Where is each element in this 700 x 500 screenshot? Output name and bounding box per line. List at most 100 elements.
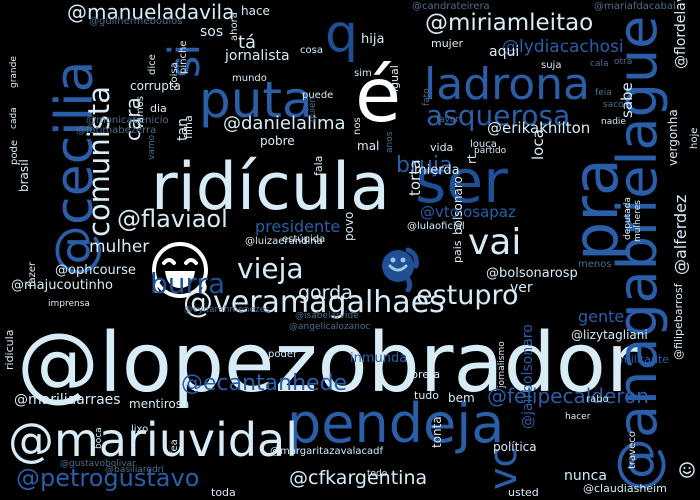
cloud-word: preta <box>411 368 441 381</box>
cloud-word: @lizytagliani <box>571 328 648 342</box>
cloud-word: hacer <box>565 412 591 422</box>
cloud-word: sim <box>354 68 372 79</box>
cloud-word: puta <box>199 71 313 129</box>
cloud-word: igual <box>388 65 401 92</box>
cloud-word: tan <box>175 118 191 141</box>
cloud-word: mundo <box>232 73 267 84</box>
cloud-word: fato <box>422 88 432 106</box>
cloud-word: vieja <box>237 252 304 285</box>
cloud-word: gorda <box>298 282 353 304</box>
cloud-word: dice <box>147 54 158 75</box>
cloud-word: fea <box>169 439 180 455</box>
cloud-word: corrupta <box>130 79 181 93</box>
cloud-word: fazer <box>27 261 38 287</box>
cloud-word: poder <box>268 349 298 360</box>
cloud-word: lixo <box>131 424 149 435</box>
cloud-word: fala <box>312 155 325 176</box>
cloud-word: @miriamleitao <box>425 10 594 36</box>
cloud-word: ladrona <box>424 59 591 110</box>
cloud-word: favor <box>436 115 460 125</box>
cloud-word: ahora <box>229 12 240 41</box>
cloud-word: estupro <box>416 280 519 311</box>
cloud-word: @lulaoficial <box>407 221 465 232</box>
cloud-word: @isabelarvide <box>295 311 359 321</box>
cloud-word: @candrateirera <box>412 1 490 12</box>
cloud-word: @cynarahmenezes <box>184 305 270 315</box>
cloud-word: vamos <box>135 95 146 129</box>
cloud-word: sos <box>200 24 224 40</box>
cloud-word: @mariuvidal <box>8 413 299 467</box>
cloud-word: @lydiacachosi <box>502 37 624 57</box>
cloud-word: rt <box>465 154 479 164</box>
cloud-word: @lopezobrador <box>17 316 640 411</box>
cloud-word: @ecantanhede <box>181 371 348 396</box>
cloud-word: pinche <box>178 40 189 74</box>
cloud-word: @vtolosapaz <box>420 203 516 221</box>
cloud-word: jornalismo <box>497 341 507 388</box>
cloud-word: gente <box>578 307 625 326</box>
cloud-word: vida <box>430 141 454 154</box>
cloud-word: ridicula <box>3 329 16 370</box>
cloud-word: @petrogustavo <box>16 464 200 492</box>
cloud-word: traveco <box>627 431 638 469</box>
cloud-word: feia <box>595 88 612 98</box>
smile-icon <box>679 462 695 478</box>
cloud-word: partido <box>474 146 507 156</box>
cloud-word: mujer <box>431 37 464 50</box>
cloud-word: cosa <box>300 45 323 56</box>
cloud-word: nadie <box>601 117 626 127</box>
cloud-word: saco <box>603 100 624 110</box>
cloud-word: militante <box>620 353 669 366</box>
cloud-word: todo <box>367 469 388 479</box>
cloud-word: ridícula <box>151 150 390 225</box>
cloud-word: bruja <box>396 153 453 178</box>
cloud-word: pendeja <box>287 392 505 455</box>
cloud-word: @erikakhilton <box>487 119 591 137</box>
cloud-word: imprensa <box>48 299 90 309</box>
cloud-word: bem <box>448 391 475 405</box>
cloud-word: louca <box>470 139 497 150</box>
cloud-word: @flaviaol <box>117 205 228 233</box>
cloud-word: política <box>493 440 537 454</box>
cloud-word: toda <box>211 486 236 499</box>
cloud-word: @felipecalderon <box>487 384 649 408</box>
cloud-word: otra <box>614 57 633 67</box>
cloud-word: @cfkargentina <box>289 467 428 489</box>
cloud-word: @jairbolsonaro <box>520 324 536 429</box>
cloud-word: loca <box>529 129 547 160</box>
cloud-word: hija <box>361 32 385 47</box>
cloud-word: @alferdez <box>671 194 690 275</box>
cloud-word: vergonha <box>666 109 680 166</box>
cloud-word: boca <box>94 427 104 449</box>
cloud-word: @manueladavila <box>67 0 235 24</box>
cloud-word: mal <box>357 139 380 153</box>
cloud-word: @claudiasheim <box>583 482 667 495</box>
cloud-word: rabo <box>586 394 609 405</box>
cloud-word: tonta <box>430 416 444 448</box>
laughing-face-icon <box>152 242 208 298</box>
cloud-word: nos <box>352 117 363 135</box>
cloud-word: deputada <box>623 197 633 240</box>
cloud-word: grande <box>9 56 19 88</box>
cloud-word: mulher <box>89 237 150 257</box>
cloud-word: @fatimabezerra <box>76 125 157 136</box>
cloud-word: menos <box>578 259 612 270</box>
cloud-word: @gustavobolivar <box>60 459 136 469</box>
cloud-word: nunca <box>564 468 607 484</box>
cloud-word: tá <box>238 32 257 53</box>
cloud-word: @margaritazavalacadf <box>270 446 384 457</box>
cloud-word: pobre <box>260 134 295 148</box>
cloud-word: @monicabenicio <box>86 115 169 126</box>
cloud-word: vai <box>468 222 522 263</box>
cloud-word: usted <box>508 486 539 499</box>
cloud-word: q <box>325 4 359 64</box>
cloud-word: @luizaerundina <box>245 236 323 247</box>
cloud-word: @filipebarrosf <box>672 283 685 360</box>
cloud-word: @majucoutinho <box>11 278 113 293</box>
cloud-word: asquerosa <box>426 99 571 132</box>
cloud-word: suja <box>541 60 562 71</box>
cloud-word: cada <box>9 107 19 129</box>
cloud-word: bolsonaro <box>451 176 465 235</box>
cloud-word: ver <box>510 280 533 296</box>
